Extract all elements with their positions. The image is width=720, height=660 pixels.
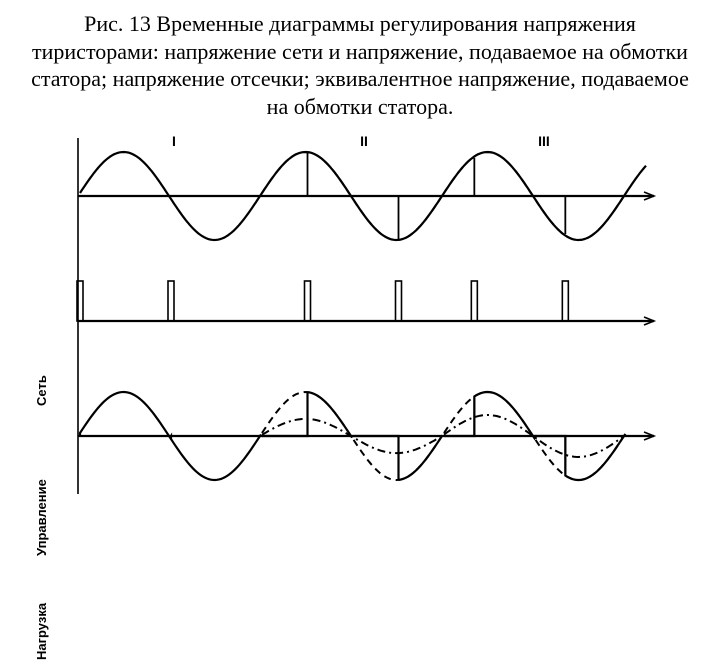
column-label-1: I: [172, 133, 176, 149]
ylabel-network: Сеть: [34, 375, 49, 406]
diagram-svg: IIIIII: [24, 126, 664, 506]
ylabel-load: Нагрузка: [34, 603, 49, 660]
ylabel-control: Управление: [34, 479, 49, 556]
column-label-3: III: [538, 133, 550, 149]
figure-caption: Рис. 13 Временные диаграммы регулировани…: [24, 10, 696, 120]
figure-area: Сеть Управление Нагрузка IIIIII: [24, 126, 696, 540]
column-label-2: II: [360, 133, 368, 149]
